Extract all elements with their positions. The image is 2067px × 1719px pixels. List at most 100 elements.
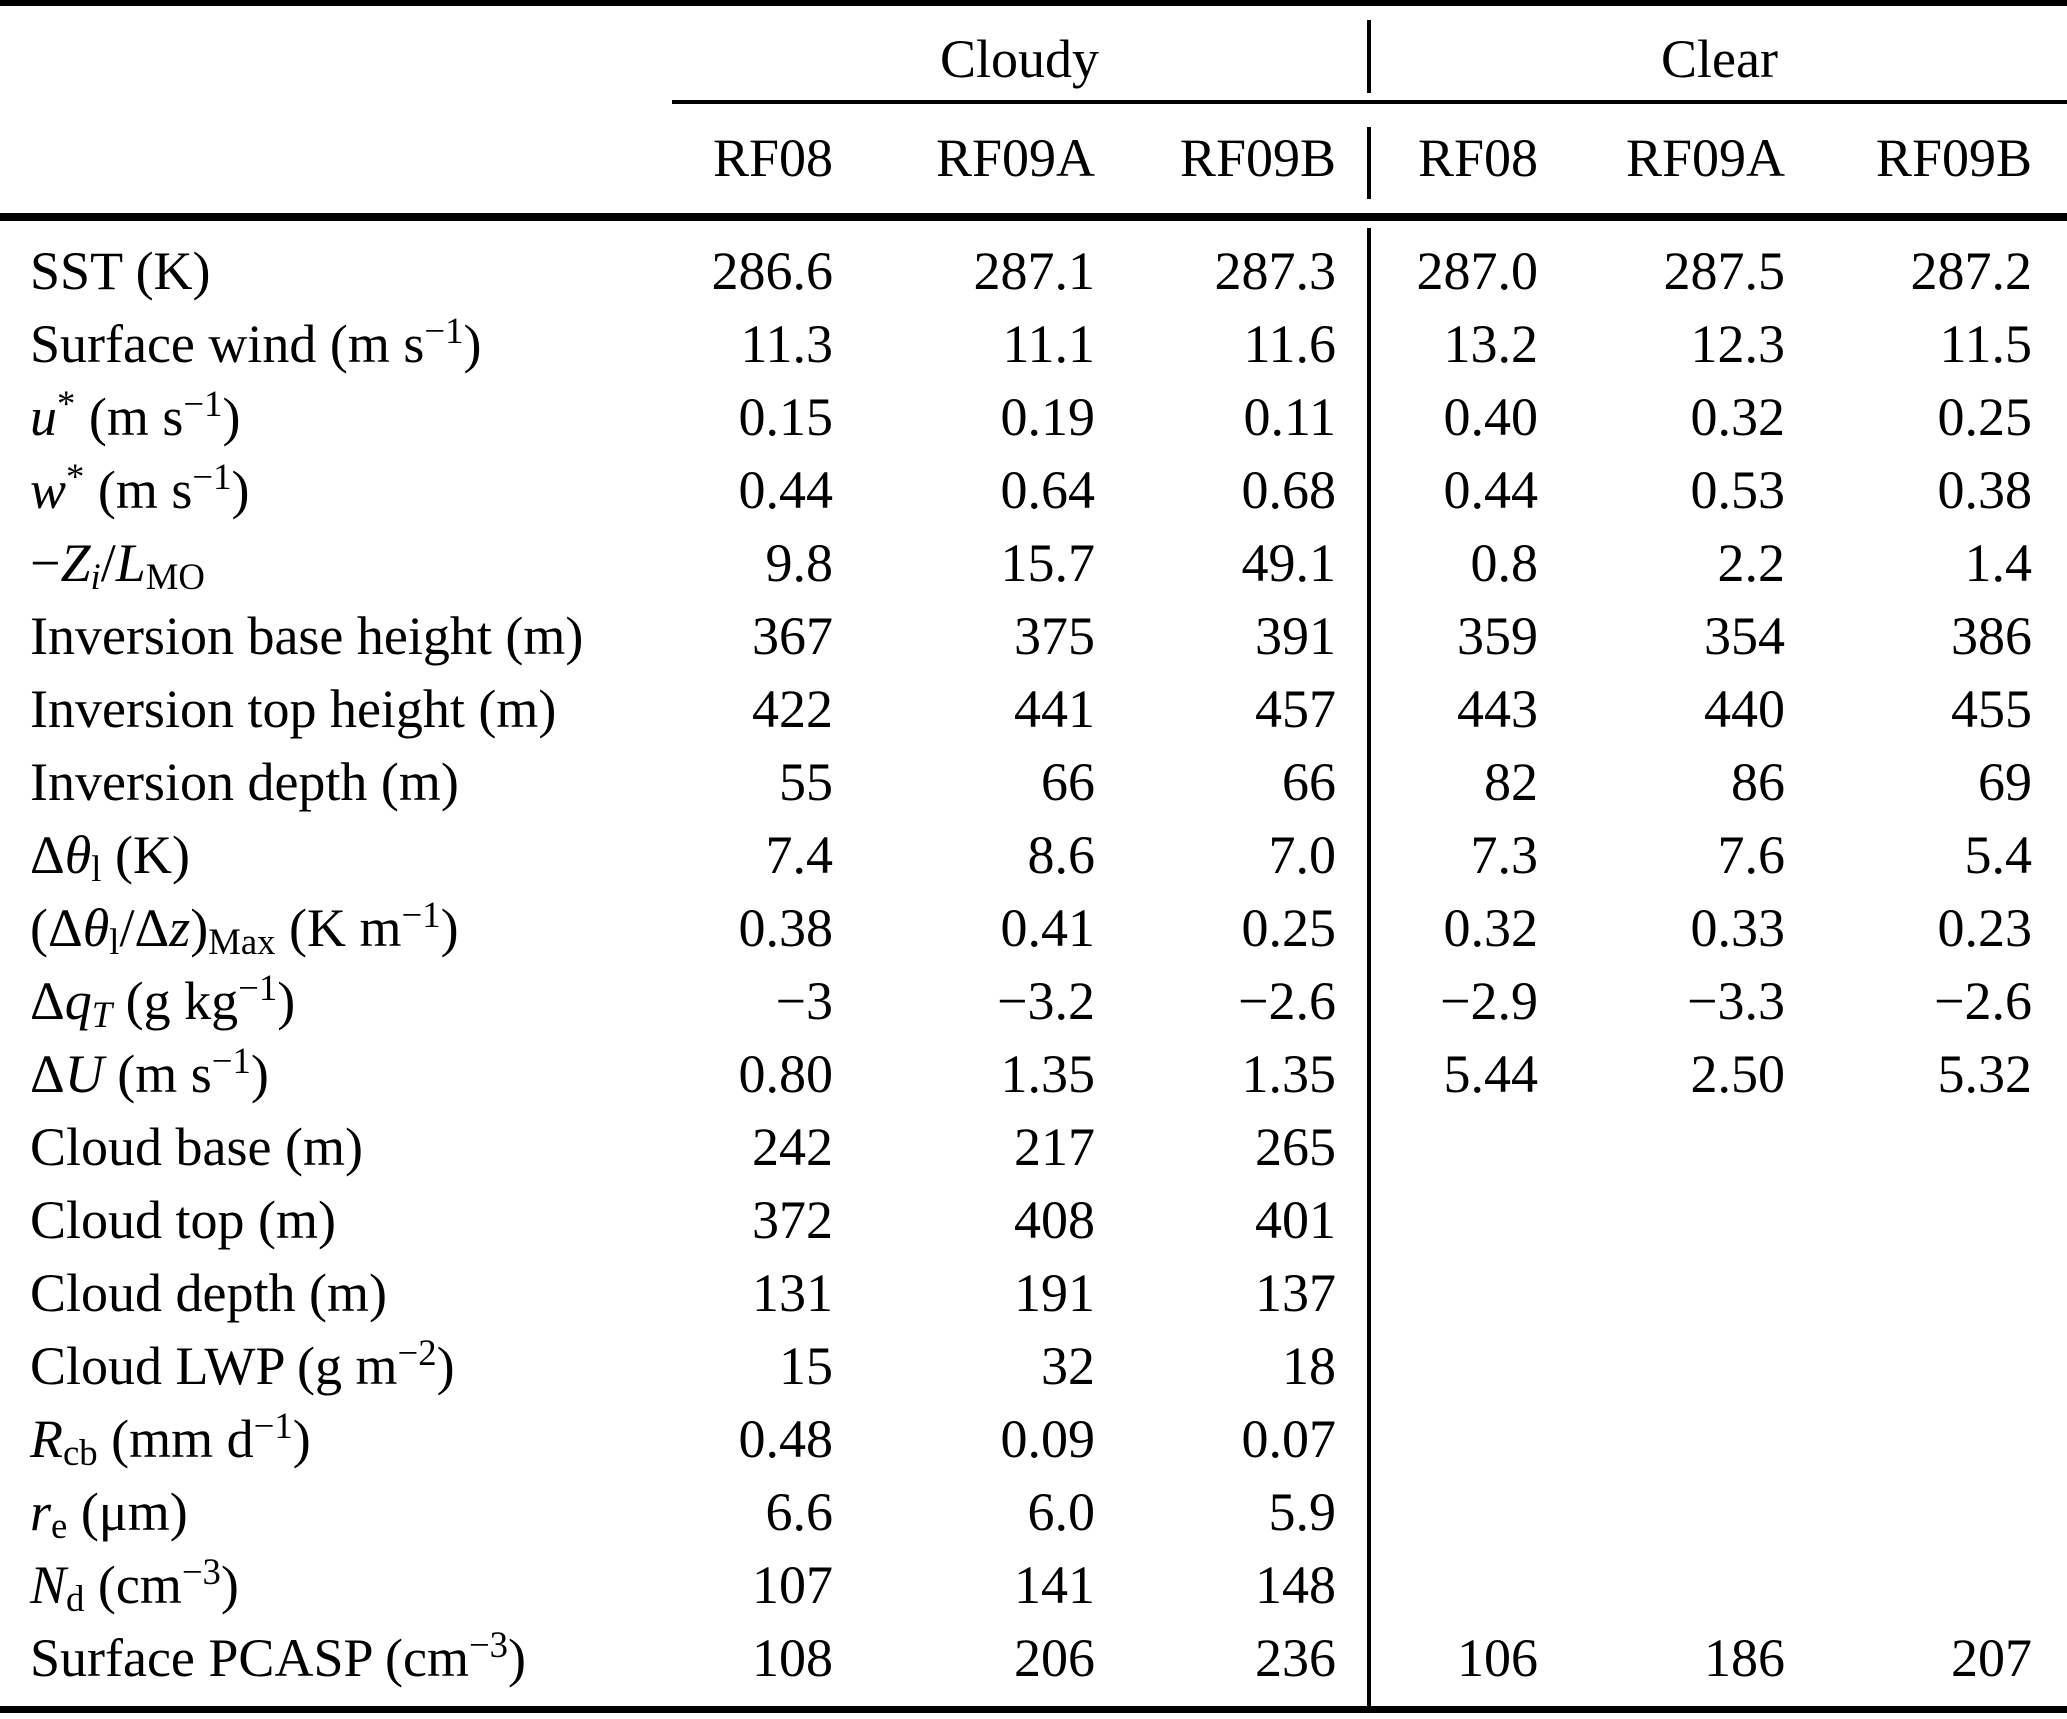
row-label: Surface PCASP (cm−3): [0, 1622, 672, 1695]
row-label: ΔqT (g kg−1): [0, 965, 672, 1038]
value-cell: 0.40: [1443, 387, 1539, 447]
value-cell: 148: [1255, 1555, 1336, 1615]
value-cell: 242: [752, 1117, 833, 1177]
row-label-segment: (cm: [84, 1555, 182, 1615]
value-cell: 11.3: [740, 314, 834, 374]
row-label-segment: θ: [64, 825, 92, 885]
row-label-segment: −2: [397, 1331, 437, 1373]
value-cell: 2.50: [1690, 1044, 1786, 1104]
row-label-segment: ): [277, 971, 296, 1031]
value-cell: [1372, 1330, 1538, 1403]
row-label-segment: ): [250, 1044, 269, 1104]
row-label-segment: Cloud depth (m): [30, 1263, 387, 1323]
row-label-segment: −1: [211, 1039, 251, 1081]
value-cell: 0.41: [1000, 898, 1096, 958]
row-label-segment: ): [463, 314, 482, 374]
value-cell: 287.3: [1214, 241, 1337, 301]
right-margin-spacer: [2032, 892, 2067, 965]
table-row-n-d: Nd (cm−3) 107 141 148: [0, 1549, 2067, 1622]
vertical-divider-rule: [1367, 20, 1371, 93]
value-cell: 131: [752, 1263, 833, 1323]
value-cell: 13.2: [1443, 314, 1539, 374]
row-label-segment: SST (K): [30, 241, 211, 301]
right-margin-spacer: [2032, 600, 2067, 673]
row-label-segment: cb: [63, 1432, 98, 1474]
row-label: Rcb (mm d−1): [0, 1403, 672, 1476]
value-cell: 287.1: [973, 241, 1096, 301]
value-cell: [1538, 1330, 1785, 1403]
value-cell: 6.0: [1027, 1482, 1096, 1542]
row-label-segment: −3: [181, 1550, 221, 1592]
value-cell: 0.80: [738, 1044, 834, 1104]
right-margin-spacer: [2032, 1549, 2067, 1622]
value-cell: [1785, 1549, 2032, 1622]
row-label: w* (m s−1): [0, 454, 672, 527]
row-label-segment: ): [190, 898, 209, 958]
value-cell: 1.35: [1241, 1044, 1337, 1104]
value-cell: 0.44: [738, 460, 834, 520]
value-cell: 69: [1978, 752, 2032, 812]
value-cell: 206: [1014, 1628, 1095, 1688]
row-label-segment: Cloud base (m): [30, 1117, 363, 1177]
row-label-segment: (Δ: [30, 898, 83, 958]
value-cell: [1372, 1257, 1538, 1330]
value-cell: −2.9: [1440, 971, 1538, 1031]
row-label-segment: Z: [60, 533, 91, 593]
row-label-segment: Surface PCASP (cm: [30, 1628, 469, 1688]
value-cell: −3.3: [1687, 971, 1785, 1031]
column-header-clear-rf09b: RF09B: [1875, 128, 2032, 188]
row-label-segment: (mm d: [97, 1409, 254, 1469]
value-cell: 5.9: [1268, 1482, 1337, 1542]
column-header-clear-rf08: RF08: [1417, 128, 1538, 188]
right-margin-spacer: [2032, 1111, 2067, 1184]
value-cell: 0.19: [1000, 387, 1096, 447]
table-row-zi-over-lmo: −Zi/LMO 9.8 15.7 49.1 0.8 2.2 1.4: [0, 527, 2067, 600]
table-row-cloud-depth: Cloud depth (m) 131 191 137: [0, 1257, 2067, 1330]
value-cell: 18: [1282, 1336, 1336, 1396]
column-header-cloudy-rf09b: RF09B: [1179, 128, 1336, 188]
value-cell: 1.35: [1000, 1044, 1096, 1104]
right-margin-spacer: [2032, 235, 2067, 308]
row-label: −Zi/LMO: [0, 527, 672, 600]
row-label-segment: Inversion base height (m): [30, 606, 584, 666]
value-cell: 5.4: [1964, 825, 2033, 885]
row-label: u* (m s−1): [0, 381, 672, 454]
value-cell: 1.4: [1964, 533, 2033, 593]
value-cell: 0.8: [1470, 533, 1539, 593]
value-cell: 354: [1704, 606, 1785, 666]
row-label-segment: ): [231, 460, 250, 520]
value-cell: 0.32: [1443, 898, 1539, 958]
value-cell: 0.33: [1690, 898, 1786, 958]
row-label-segment: (m s: [103, 1044, 212, 1104]
row-label-segment: θ: [82, 898, 110, 958]
value-cell: 207: [1951, 1628, 2032, 1688]
value-cell: [1785, 1257, 2032, 1330]
top-rule: [0, 0, 2067, 6]
value-cell: 0.38: [738, 898, 834, 958]
value-cell: 0.23: [1937, 898, 2033, 958]
value-cell: 141: [1014, 1555, 1095, 1615]
value-cell: 391: [1255, 606, 1336, 666]
row-label: Inversion top height (m): [0, 673, 672, 746]
value-cell: 359: [1457, 606, 1538, 666]
row-label-segment: MO: [145, 556, 205, 598]
value-cell: [1372, 1184, 1538, 1257]
row-label: Inversion depth (m): [0, 746, 672, 819]
bottom-rule: [0, 1706, 2067, 1713]
value-cell: 457: [1255, 679, 1336, 739]
row-label-segment: w: [30, 460, 67, 520]
row-label-segment: ): [436, 1336, 455, 1396]
table-row-delta-theta-l: Δθl (K) 7.4 8.6 7.0 7.3 7.6 5.4: [0, 819, 2067, 892]
table-row-u-star: u* (m s−1) 0.15 0.19 0.11 0.40 0.32 0.25: [0, 381, 2067, 454]
table-row-cloud-base: Cloud base (m) 242 217 265: [0, 1111, 2067, 1184]
row-label-segment: ): [292, 1409, 311, 1469]
value-cell: 0.32: [1690, 387, 1786, 447]
vertical-divider-rule: [1367, 228, 1371, 1706]
table-row-surface-pcasp: Surface PCASP (cm−3) 108 206 236 106 186 207: [0, 1622, 2067, 1695]
value-cell: 6.6: [765, 1482, 834, 1542]
row-label-segment: Max: [208, 921, 276, 963]
table-row-delta-theta-gradient-max: (Δθl/Δz)Max (K m−1) 0.38 0.41 0.25 0.32 0.33 0…: [0, 892, 2067, 965]
row-label: Δθl (K): [0, 819, 672, 892]
value-cell: [1785, 1184, 2032, 1257]
row-label-segment: Δ: [30, 971, 65, 1031]
